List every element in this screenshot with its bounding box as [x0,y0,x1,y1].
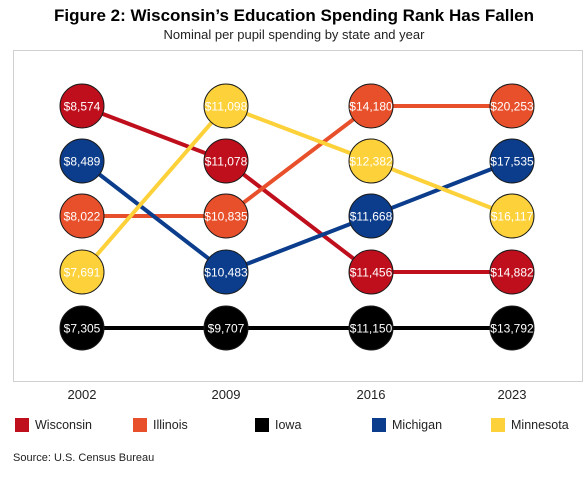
series-lines [80,103,513,330]
data-label-wisconsin-2016: $11,456 [350,266,393,280]
point-minnesota-2009 [203,83,249,129]
legend-swatch [15,418,29,432]
data-label-michigan-2016: $11,668 [350,210,393,224]
data-label-illinois-2002: $8,022 [64,210,101,224]
series-line-minnesota [80,103,513,274]
point-minnesota-2016 [348,138,394,184]
x-tick-label: 2023 [498,387,527,402]
series-line-wisconsin [81,104,512,274]
point-illinois-2016 [348,83,394,129]
point-iowa-2016 [348,305,394,351]
legend-label: Michigan [392,418,443,432]
data-label-illinois-2016: $14,180 [349,100,393,114]
point-michigan-2016 [348,193,394,239]
point-minnesota-2002 [59,249,105,295]
point-illinois-2009 [203,193,249,239]
point-wisconsin-2002 [59,83,105,129]
legend-label: Wisconsin [35,418,92,432]
legend-swatch [372,418,386,432]
data-label-iowa-2016: $11,150 [350,322,393,336]
point-michigan-2023 [489,138,535,184]
legend-item-illinois: Illinois [133,416,188,434]
data-label-michigan-2002: $8,489 [64,155,101,169]
data-label-wisconsin-2009: $11,078 [205,155,248,169]
data-label-minnesota-2023: $16,117 [491,210,534,224]
data-label-wisconsin-2023: $14,882 [490,266,534,280]
point-wisconsin-2023 [489,249,535,295]
data-label-iowa-2002: $7,305 [64,322,101,336]
point-wisconsin-2016 [348,249,394,295]
point-iowa-2009 [203,305,249,351]
point-iowa-2002 [59,305,105,351]
data-label-illinois-2009: $10,835 [204,210,248,224]
data-label-wisconsin-2002: $8,574 [64,100,101,114]
data-label-iowa-2023: $13,792 [490,322,534,336]
legend-item-iowa: Iowa [255,416,301,434]
data-label-michigan-2009: $10,483 [204,266,248,280]
legend-swatch [255,418,269,432]
legend: Wisconsin Illinois Iowa Michigan Minnesota [0,416,588,434]
legend-label: Minnesota [511,418,569,432]
point-wisconsin-2009 [203,138,249,184]
legend-label: Iowa [275,418,302,432]
point-michigan-2009 [203,249,249,295]
legend-item-michigan: Michigan [372,416,442,434]
data-label-michigan-2023: $17,535 [490,155,534,169]
point-iowa-2023 [489,305,535,351]
source-note: Source: U.S. Census Bureau [13,452,155,464]
legend-swatch [133,418,147,432]
legend-item-wisconsin: Wisconsin [15,416,92,434]
data-label-illinois-2023: $20,253 [490,100,534,114]
x-tick-label: 2002 [68,387,97,402]
series-markers: $8,574 $11,078 $11,456 $14,882 $8,022 $10,835… [59,83,535,351]
plot-area [13,50,583,382]
x-axis: 2002 2009 2016 2023 [68,387,527,402]
data-label-minnesota-2016: $12,382 [349,155,393,169]
chart-subtitle: Nominal per pupil spending by state and … [163,27,425,42]
point-illinois-2002 [59,193,105,239]
bump-chart: $8,574 $11,078 $11,456 $14,882 $8,022 $10,835… [59,83,535,402]
legend-item-minnesota: Minnesota [491,416,569,434]
x-tick-label: 2016 [357,387,386,402]
data-label-iowa-2009: $9,707 [208,322,245,336]
point-illinois-2023 [489,83,535,129]
chart-title: Figure 2: Wisconsin’s Education Spending… [53,6,535,25]
point-minnesota-2023 [489,193,535,239]
data-label-minnesota-2002: $7,691 [64,266,101,280]
legend-swatch [491,418,505,432]
data-label-minnesota-2009: $11,098 [205,100,248,114]
legend-label: Illinois [153,418,188,432]
x-tick-label: 2009 [212,387,241,402]
point-michigan-2002 [59,138,105,184]
